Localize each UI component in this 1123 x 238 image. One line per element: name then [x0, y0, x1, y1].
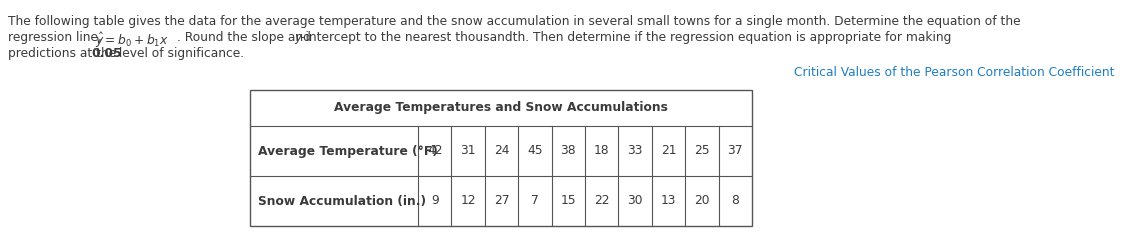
Text: Snow Accumulation (in.): Snow Accumulation (in.): [258, 194, 426, 208]
Text: The following table gives the data for the average temperature and the snow accu: The following table gives the data for t…: [8, 15, 1021, 28]
Text: regression line,: regression line,: [8, 31, 106, 44]
Text: 9: 9: [431, 194, 439, 208]
Text: 12: 12: [460, 194, 476, 208]
Text: 18: 18: [594, 144, 610, 158]
Text: 15: 15: [560, 194, 576, 208]
Text: 8: 8: [731, 194, 739, 208]
Text: 42: 42: [427, 144, 442, 158]
Text: 0.05: 0.05: [91, 47, 121, 60]
Text: $\hat{y} = b_0 + b_1x$: $\hat{y} = b_0 + b_1x$: [95, 31, 170, 50]
Text: Average Temperatures and Snow Accumulations: Average Temperatures and Snow Accumulati…: [334, 101, 668, 114]
Text: 37: 37: [728, 144, 743, 158]
Text: 7: 7: [531, 194, 539, 208]
Text: 24: 24: [494, 144, 509, 158]
Text: Critical Values of the Pearson Correlation Coefficient: Critical Values of the Pearson Correlati…: [794, 66, 1115, 79]
Text: y: y: [294, 31, 301, 44]
Text: 45: 45: [527, 144, 542, 158]
Text: level of significance.: level of significance.: [115, 47, 244, 60]
Text: 13: 13: [660, 194, 676, 208]
Text: 20: 20: [694, 194, 710, 208]
Text: 30: 30: [628, 194, 642, 208]
Text: 33: 33: [628, 144, 642, 158]
Text: -intercept to the nearest thousandth. Then determine if the regression equation : -intercept to the nearest thousandth. Th…: [301, 31, 951, 44]
Text: 31: 31: [460, 144, 476, 158]
Text: 21: 21: [660, 144, 676, 158]
Text: predictions at the: predictions at the: [8, 47, 120, 60]
Text: . Round the slope and: . Round the slope and: [177, 31, 314, 44]
Text: 38: 38: [560, 144, 576, 158]
Text: 27: 27: [494, 194, 509, 208]
Text: 22: 22: [594, 194, 610, 208]
Text: 25: 25: [694, 144, 710, 158]
Bar: [250, 90, 752, 226]
Text: Average Temperature (°F): Average Temperature (°F): [258, 144, 438, 158]
